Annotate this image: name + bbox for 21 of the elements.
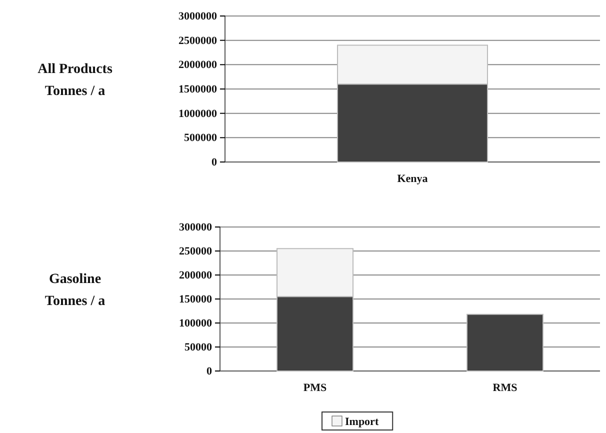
y-tick-label: 3000000 bbox=[178, 10, 218, 23]
x-tick-label: PMS bbox=[303, 382, 327, 394]
y-tick-label: 0 bbox=[212, 156, 218, 169]
y-tick-label: 300000 bbox=[179, 222, 212, 234]
y-tick-label: 200000 bbox=[179, 270, 212, 282]
x-tick-label: RMS bbox=[492, 382, 518, 394]
text: Import bbox=[345, 416, 379, 428]
y-tick-label: 100000 bbox=[179, 318, 212, 330]
y-tick-label: 250000 bbox=[179, 246, 212, 258]
y-tick-label: 2500000 bbox=[178, 34, 218, 47]
y-axis-title: Gasoline Tonnes / a bbox=[44, 272, 106, 309]
y-tick-label: 500000 bbox=[184, 132, 218, 144]
x-tick-label: Kenya bbox=[397, 172, 428, 185]
y-tick-label: 0 bbox=[206, 366, 212, 378]
y-tick-label: 150000 bbox=[179, 294, 212, 306]
y-axis-title: All Products Tonnes / a bbox=[38, 62, 113, 99]
y-tick-label: 1000000 bbox=[178, 108, 218, 120]
y-tick-label: 1500000 bbox=[178, 84, 218, 96]
bar bbox=[466, 314, 544, 372]
y-tick-label: 50000 bbox=[184, 342, 212, 354]
y-tick-label: 2000000 bbox=[178, 59, 218, 72]
